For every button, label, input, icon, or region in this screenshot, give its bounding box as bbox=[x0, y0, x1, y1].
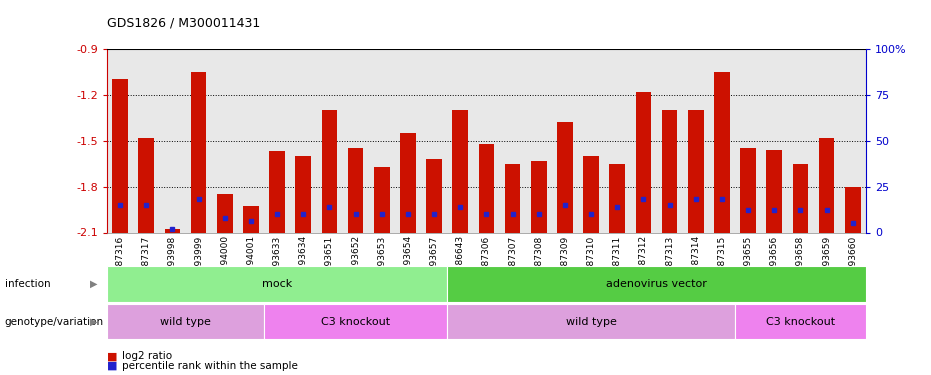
Bar bbox=[264, 304, 447, 339]
Bar bbox=[636, 92, 652, 232]
Bar bbox=[714, 72, 730, 232]
Bar bbox=[740, 148, 756, 232]
Text: ■: ■ bbox=[107, 351, 117, 361]
Text: wild type: wild type bbox=[566, 316, 616, 327]
Bar bbox=[139, 138, 155, 232]
Bar bbox=[295, 156, 311, 232]
Bar bbox=[107, 266, 447, 302]
Bar bbox=[426, 159, 442, 232]
Text: GDS1826 / M300011431: GDS1826 / M300011431 bbox=[107, 17, 261, 30]
Text: ▶: ▶ bbox=[90, 316, 98, 327]
Bar bbox=[610, 164, 625, 232]
Text: infection: infection bbox=[5, 279, 50, 289]
Bar bbox=[557, 122, 573, 232]
Bar bbox=[165, 230, 181, 232]
Bar bbox=[400, 133, 416, 232]
Text: adenovirus vector: adenovirus vector bbox=[606, 279, 707, 289]
Bar bbox=[688, 110, 704, 232]
Bar bbox=[662, 110, 678, 232]
Bar bbox=[531, 160, 546, 232]
Bar bbox=[269, 152, 285, 232]
Text: genotype/variation: genotype/variation bbox=[5, 316, 103, 327]
Bar bbox=[447, 304, 735, 339]
Text: C3 knockout: C3 knockout bbox=[766, 316, 835, 327]
Text: percentile rank within the sample: percentile rank within the sample bbox=[122, 361, 298, 370]
Bar bbox=[447, 266, 866, 302]
Text: log2 ratio: log2 ratio bbox=[122, 351, 172, 361]
Bar bbox=[191, 72, 207, 232]
Bar bbox=[505, 164, 520, 232]
Text: wild type: wild type bbox=[160, 316, 211, 327]
Bar bbox=[766, 150, 782, 232]
Bar bbox=[845, 187, 860, 232]
Bar bbox=[243, 207, 259, 232]
Bar bbox=[479, 144, 494, 232]
Bar bbox=[107, 304, 264, 339]
Bar bbox=[374, 166, 390, 232]
Text: mock: mock bbox=[262, 279, 292, 289]
Text: ▶: ▶ bbox=[90, 279, 98, 289]
Text: C3 knockout: C3 knockout bbox=[321, 316, 390, 327]
Bar bbox=[113, 80, 128, 232]
Bar bbox=[792, 164, 808, 232]
Bar bbox=[583, 156, 599, 232]
Bar bbox=[348, 148, 363, 232]
Bar bbox=[735, 304, 866, 339]
Bar bbox=[217, 194, 233, 232]
Bar bbox=[818, 138, 834, 232]
Bar bbox=[321, 110, 337, 232]
Text: ■: ■ bbox=[107, 361, 117, 370]
Bar bbox=[452, 110, 468, 232]
